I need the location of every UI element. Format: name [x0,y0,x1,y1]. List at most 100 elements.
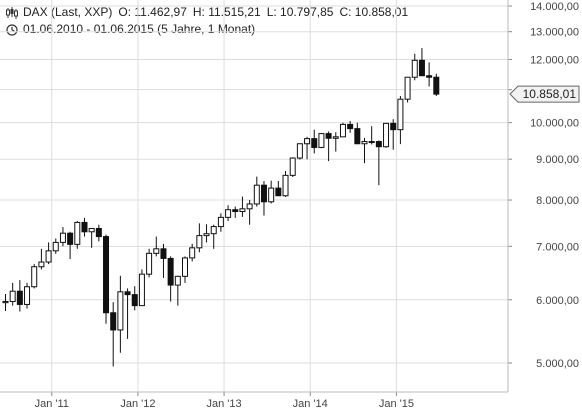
candle-body-down [260,184,267,203]
candlestick-chart-icon [6,6,18,19]
candle-body-up [146,252,153,275]
candle-body-up [24,286,31,305]
candle [2,294,9,311]
candle-body-up [210,226,217,235]
candle-body-up [318,133,325,148]
y-tick-label: 13.000,00 [530,27,579,39]
period-text: 01.06.2010 - 01.06.2015 (5 Jahre, 1 Mona… [23,22,256,36]
candle [282,170,289,198]
candle-body-up [268,187,275,203]
candle-body-up [253,184,260,205]
candle [325,131,332,162]
candle [418,48,425,77]
candle-body-up [59,232,66,243]
open-value: O: 11.462,97 [118,5,187,19]
x-tick-label: Jan '12 [120,398,155,410]
x-axis: Jan '11 Jan '12 Jan '13 Jan '14 Jan '15 [0,391,508,410]
last-value-marker: 10.858,01 [509,85,580,103]
candle-body-up [174,275,181,286]
candle-body-up [153,248,160,254]
candle [88,227,95,248]
candle [117,275,124,353]
candle-body-up [74,221,81,245]
candle [361,137,368,164]
candle [182,256,188,283]
candle-body-up [383,122,390,148]
candle [31,264,38,289]
candle-body-up [9,290,16,303]
candle-body-down [131,294,138,307]
candle-body-up [296,143,303,159]
candle-body-down [275,187,282,197]
candle [153,236,160,257]
candle-body-down [110,312,117,331]
candle-body-up [117,291,124,331]
y-tick-label: 7.000,00 [536,241,579,253]
y-tick-label: 6.000,00 [536,295,579,307]
candle-body-up [196,235,203,249]
candle [339,122,346,138]
candle [433,73,440,97]
candle-body-up [31,266,38,288]
candle [196,223,203,253]
y-axis: 5.000,00 6.000,00 7.000,00 8.000,00 9.000,00… [507,0,579,392]
candle [160,243,167,278]
candle [131,286,138,311]
close-value: C: 10.858,01 [339,5,409,19]
chart-header: DAX (Last, XXP) O: 11.462,97 H: 11.515,2… [6,4,414,38]
candle-body-up [361,141,368,145]
candle [217,213,224,232]
y-tick-label: 8.000,00 [536,195,579,207]
clock-icon [6,23,18,36]
candle [404,76,411,103]
candle [67,231,74,259]
candle [332,132,339,152]
candle-body-down [418,59,425,77]
candle-body-up [138,273,145,307]
high-value: H: 11.515,21 [192,5,261,19]
x-tick-label: Jan '13 [207,398,242,410]
candle [95,224,102,242]
candle-body-up [217,216,224,228]
candle [304,136,311,160]
candle [268,180,275,204]
candle-body-down [67,232,74,245]
candle-body-up [397,98,404,131]
candle [375,140,382,186]
candle-body-down [354,128,361,145]
y-tick-label: 5.000,00 [536,358,579,370]
candle [38,248,45,270]
candle [397,95,404,145]
candle [275,181,282,197]
grid [0,0,508,392]
candle-body-up [45,250,52,263]
candle-body-down [325,133,332,139]
candle [347,120,354,133]
x-tick-label: Jan '11 [35,398,69,410]
candle [296,143,303,160]
candle-body-up [304,138,311,145]
candle-body-up [339,123,346,138]
instrument-row: DAX (Last, XXP) O: 11.462,97 H: 11.515,2… [6,4,414,21]
candle [9,282,16,306]
candle-body-up [289,157,296,176]
candle [110,302,117,367]
candle-body-up [239,208,246,212]
candle-body-down [95,227,102,238]
candle-body-down [347,123,354,130]
candle [289,157,296,177]
candle [146,248,153,278]
candle [426,62,433,87]
x-tick-label: Jan '14 [293,398,328,410]
candle-body-up [2,301,9,304]
candle [368,126,375,145]
candle [103,234,110,324]
x-tick-label: Jan '15 [379,398,414,410]
candle [189,243,196,262]
candles [2,48,440,367]
candle-body-up [225,209,232,218]
candle [232,206,239,218]
candle [74,221,81,249]
candle-body-down [167,257,174,286]
candle [167,256,174,302]
